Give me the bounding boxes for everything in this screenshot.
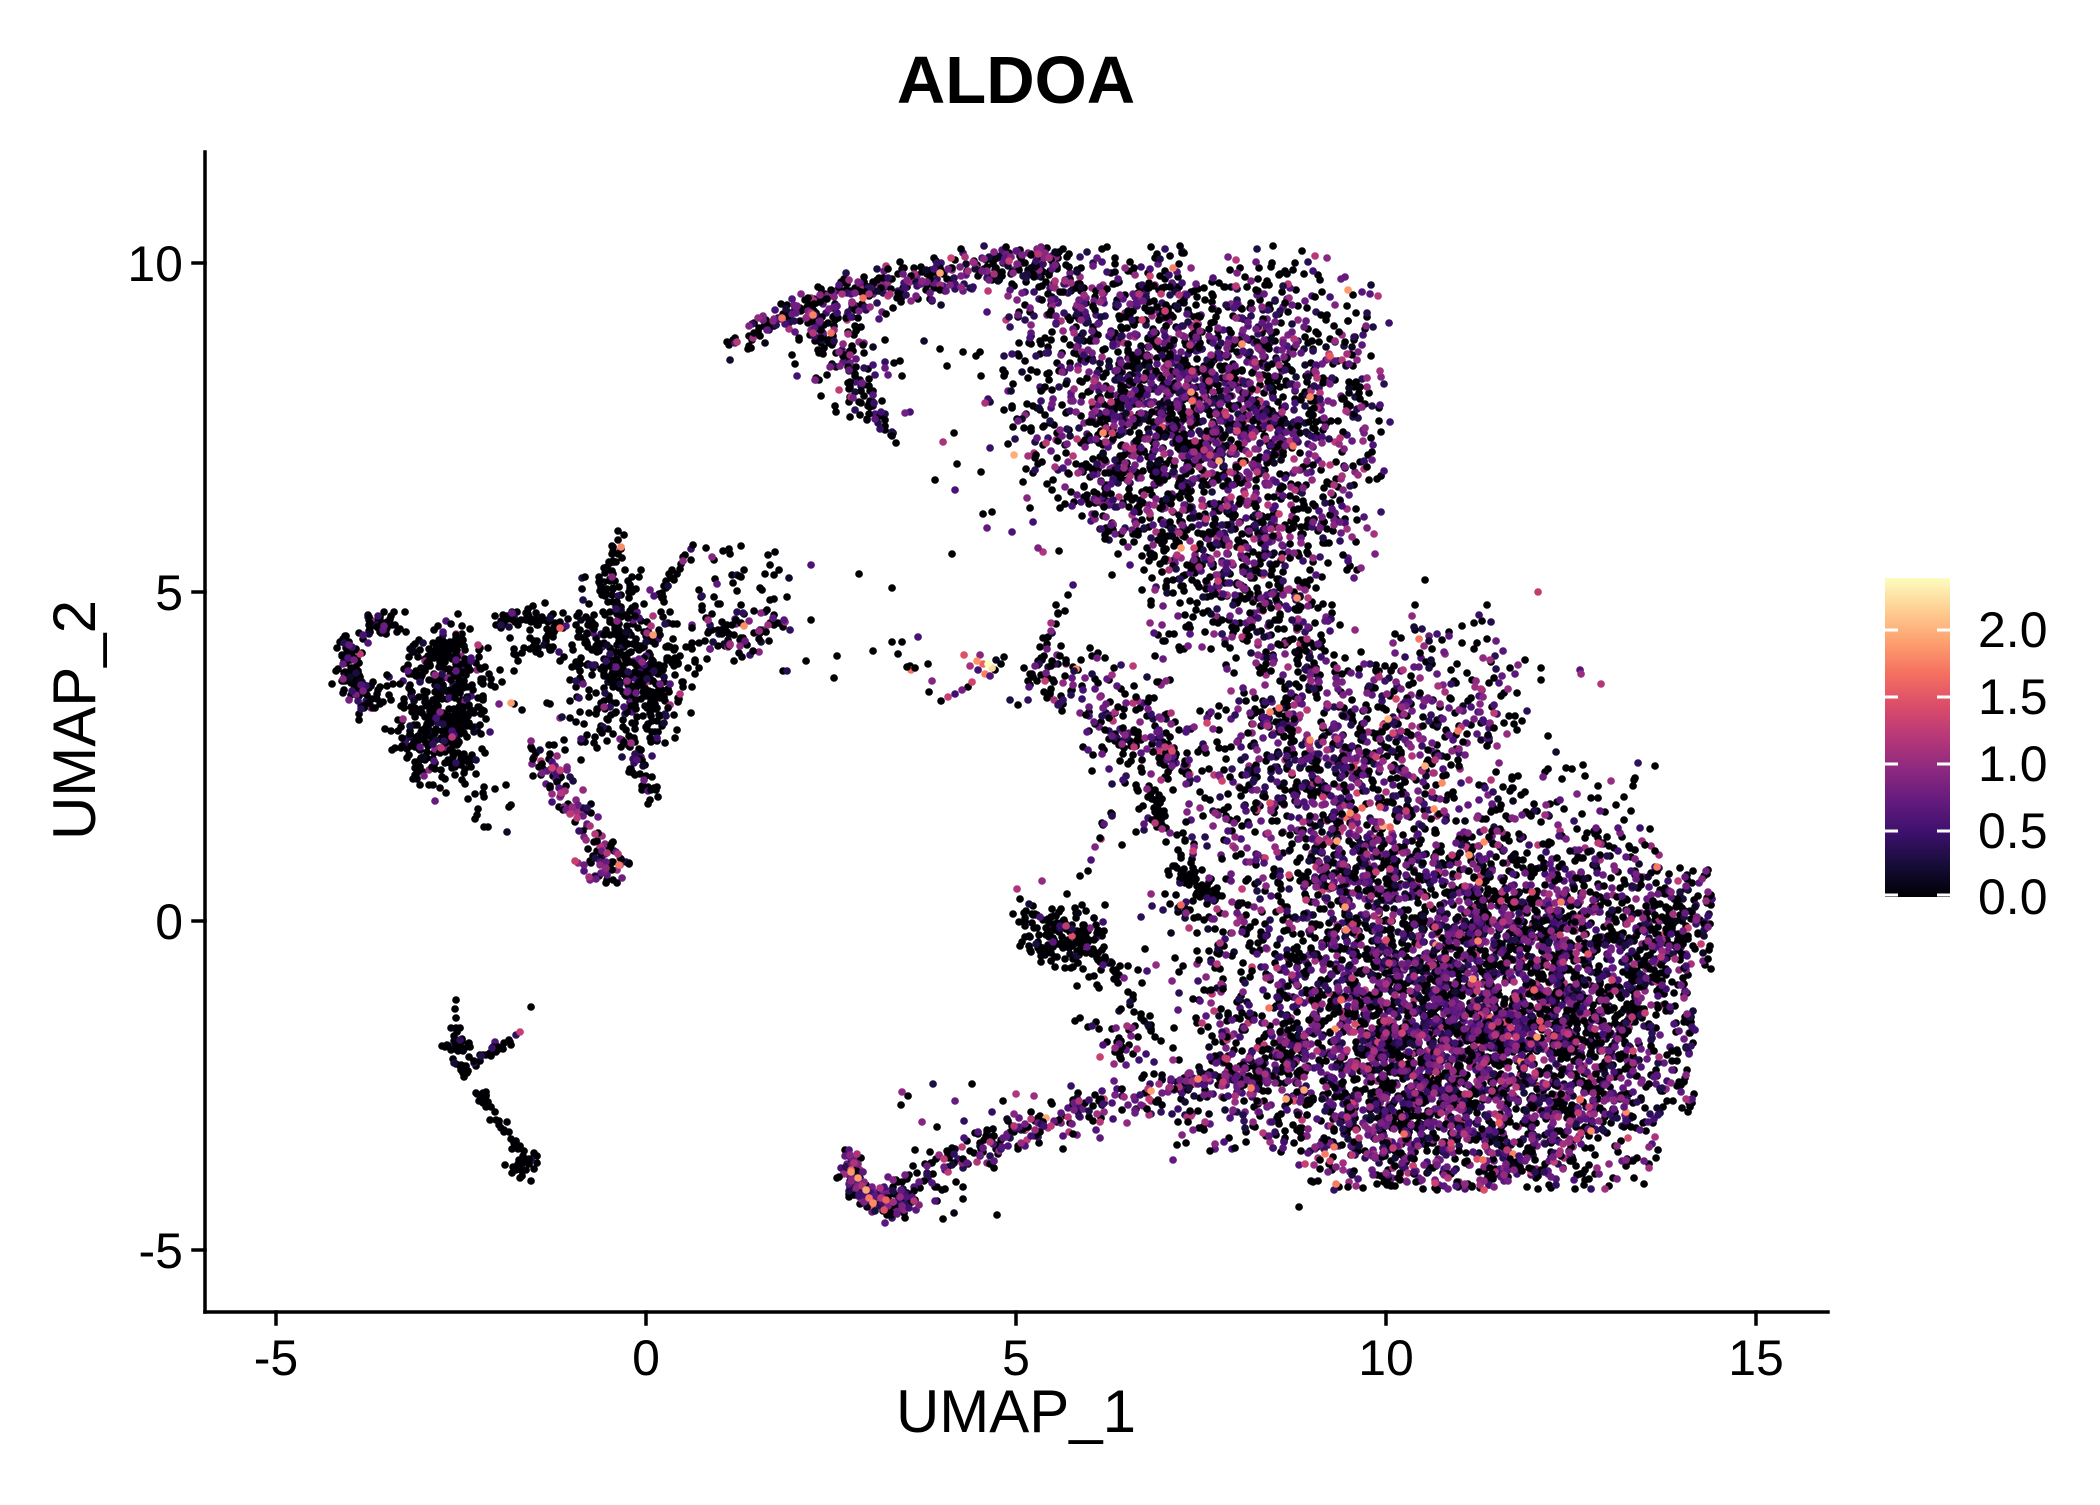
- svg-text:1.5: 1.5: [1978, 669, 2048, 725]
- svg-text:-5: -5: [139, 1223, 183, 1279]
- svg-text:UMAP_2: UMAP_2: [41, 600, 108, 840]
- svg-text:5: 5: [1002, 1330, 1030, 1386]
- svg-text:0: 0: [632, 1330, 660, 1386]
- svg-text:0: 0: [155, 894, 183, 950]
- svg-text:0.0: 0.0: [1978, 869, 2048, 925]
- svg-text:1.0: 1.0: [1978, 736, 2048, 792]
- svg-text:-5: -5: [254, 1330, 298, 1386]
- svg-text:5: 5: [155, 565, 183, 621]
- svg-text:ALDOA: ALDOA: [897, 43, 1135, 118]
- svg-text:UMAP_1: UMAP_1: [896, 1378, 1136, 1445]
- svg-text:15: 15: [1728, 1330, 1784, 1386]
- svg-text:10: 10: [1358, 1330, 1414, 1386]
- svg-text:0.5: 0.5: [1978, 803, 2048, 859]
- svg-text:2.0: 2.0: [1978, 602, 2048, 658]
- svg-text:10: 10: [127, 236, 183, 292]
